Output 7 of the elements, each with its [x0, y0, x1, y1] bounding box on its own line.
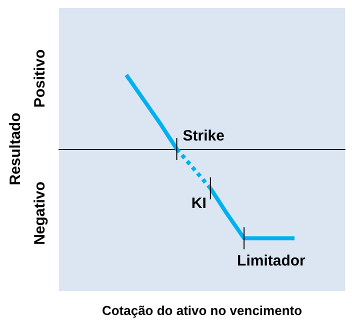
text: Positivo	[32, 49, 48, 108]
text: Negativo	[32, 182, 48, 245]
annotation: KI	[191, 194, 206, 212]
text: Limitador	[237, 252, 306, 270]
y-axis-title: Resultado	[7, 112, 24, 186]
x-axis-title: Cotação do ativo no vencimento	[102, 303, 302, 318]
annotation: Strike	[182, 128, 224, 144]
